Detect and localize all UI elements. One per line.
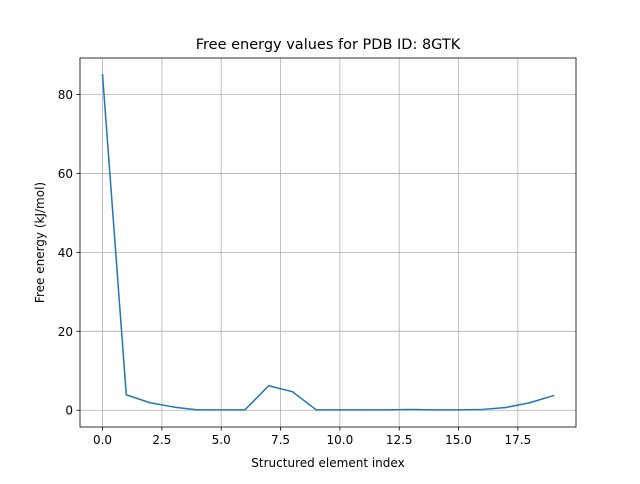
- data-point: [362, 409, 365, 411]
- chart-title: Free energy values for PDB ID: 8GTK: [196, 37, 461, 53]
- x-tick-label: 15.0: [445, 433, 472, 447]
- data-point: [220, 409, 222, 411]
- axis-ticks: 0.0 2.5 5.0 7.5 10.0 12.5 15.0 17.5 0 20 40 60 80: [58, 88, 531, 447]
- series-lines: [101, 73, 555, 411]
- data-point: [339, 409, 341, 411]
- x-tick-label: 2.5: [152, 433, 171, 447]
- data-point: [315, 409, 317, 411]
- plot-frame: [79, 57, 577, 428]
- data-point: [125, 394, 128, 396]
- x-tick-label: 0.0: [93, 433, 112, 447]
- y-tick-label: 80: [58, 88, 73, 102]
- grid-lines: [80, 58, 576, 427]
- y-tick-label: 20: [58, 325, 73, 339]
- x-tick-label: 10.0: [327, 433, 354, 447]
- series-line: [101, 73, 555, 411]
- data-point: [291, 390, 294, 393]
- data-point: [457, 409, 460, 411]
- data-point: [386, 409, 389, 411]
- data-point: [434, 409, 436, 411]
- x-tick-label: 5.0: [212, 433, 231, 447]
- data-point: [149, 401, 151, 404]
- data-point: [244, 409, 246, 411]
- x-tick-label: 17.5: [504, 433, 531, 447]
- x-tick-label: 7.5: [271, 433, 290, 447]
- x-tick-label: 12.5: [386, 433, 413, 447]
- data-point: [196, 409, 199, 411]
- y-tick-label: 40: [58, 246, 73, 260]
- data-point: [552, 394, 555, 397]
- data-point: [481, 408, 484, 411]
- data-point: [528, 401, 531, 404]
- data-point: [267, 385, 270, 387]
- y-axis-label: Free energy (kJ/mol): [33, 182, 47, 303]
- y-tick-label: 0: [65, 404, 73, 418]
- data-point: [505, 406, 507, 409]
- y-tick-label: 60: [58, 167, 73, 181]
- x-axis-label: Structured element index: [251, 456, 404, 470]
- data-point: [101, 74, 104, 76]
- data-point: [172, 406, 175, 408]
- data-point: [410, 408, 412, 411]
